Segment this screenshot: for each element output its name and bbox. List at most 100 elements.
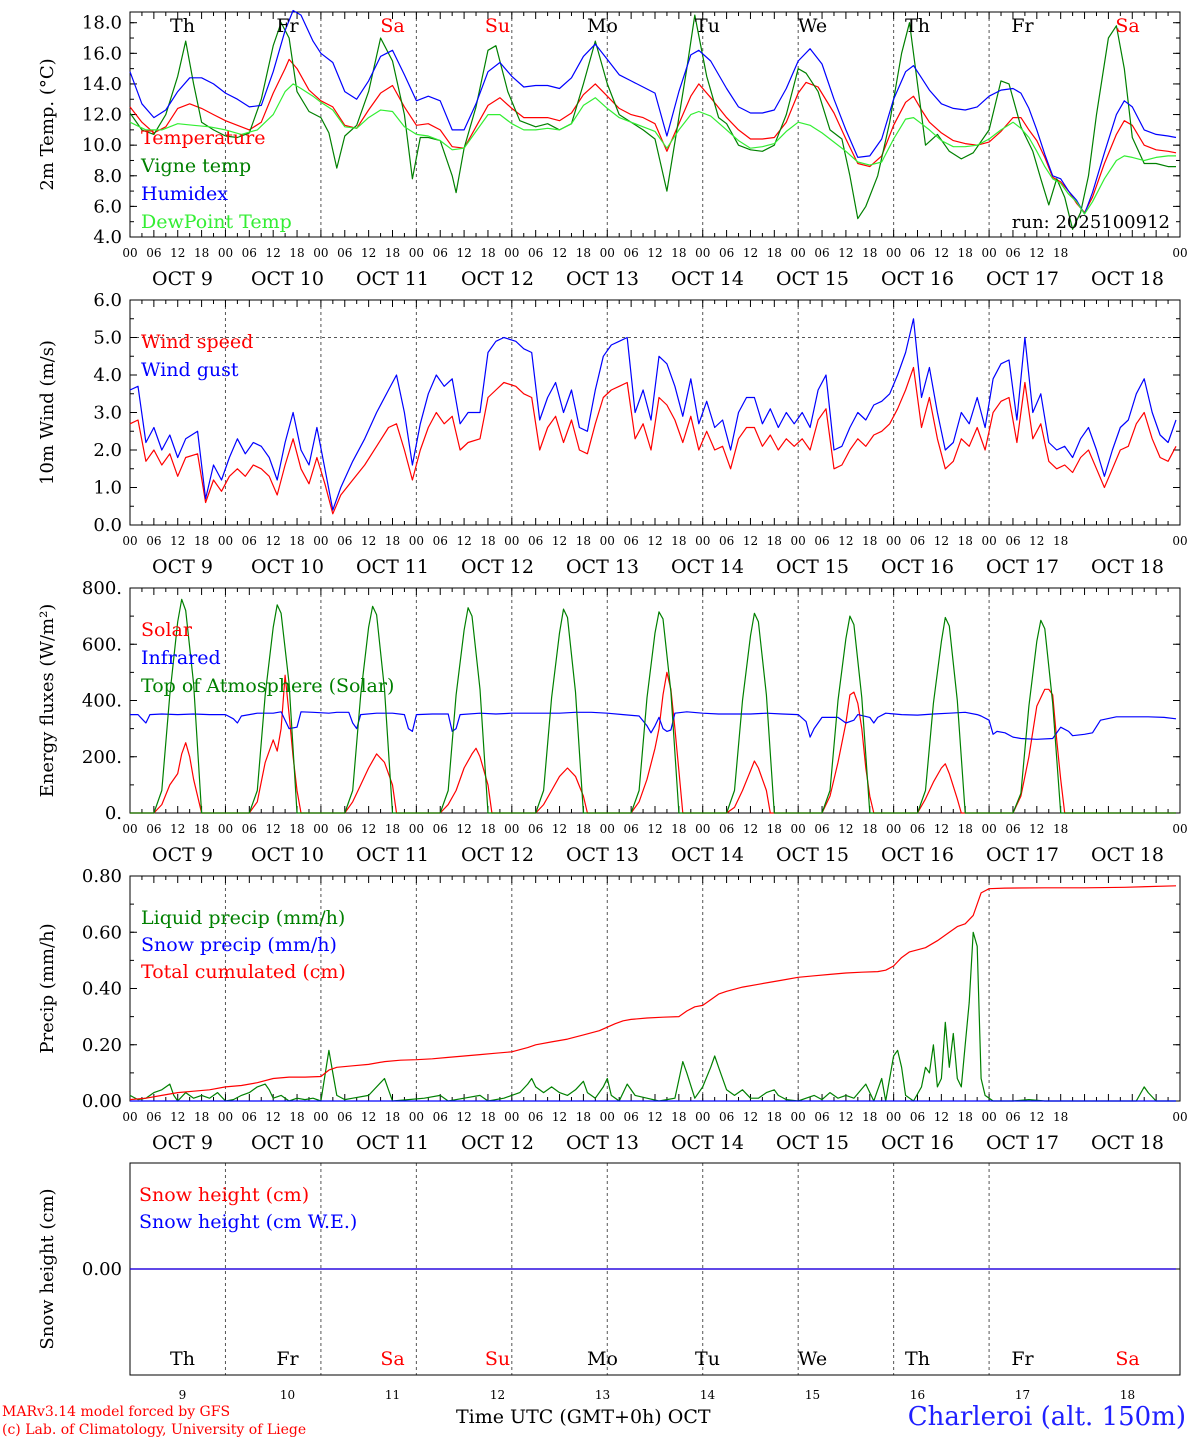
hour-tick-label: 12 <box>456 822 471 836</box>
day-number-label: 11 <box>385 1388 400 1402</box>
y-tick-label: 0.80 <box>82 866 122 887</box>
date-label: OCT 15 <box>776 556 849 578</box>
date-label: OCT 12 <box>461 268 534 290</box>
y-axis-label: Precip (mm/h) <box>37 923 58 1053</box>
legend-entry: Vigne temp <box>140 155 251 177</box>
hour-tick-label: 18 <box>576 246 591 260</box>
hour-tick-label: 00 <box>122 246 137 260</box>
hour-tick-label: 18 <box>576 822 591 836</box>
hour-tick-label: 18 <box>1053 246 1068 260</box>
series-line-wind-speed <box>129 366 1177 515</box>
date-label: OCT 14 <box>671 268 744 290</box>
day-number-label: 12 <box>490 1388 505 1402</box>
hour-tick-label: 06 <box>623 246 638 260</box>
hour-tick-label: 00 <box>791 822 806 836</box>
x-axis-title: Time UTC (GMT+0h) OCT <box>456 1406 711 1428</box>
date-label: OCT 13 <box>566 556 639 578</box>
weekday-label: Tu <box>695 1348 720 1370</box>
series-line-dewpoint-temp <box>129 83 1176 215</box>
weekday-label: Th <box>170 1348 195 1370</box>
hour-tick-label: 12 <box>456 1110 471 1124</box>
date-label: OCT 10 <box>251 268 324 290</box>
date-label: OCT 15 <box>776 844 849 866</box>
y-tick-label: 0.20 <box>82 1035 122 1056</box>
hour-tick-label: 06 <box>433 1110 448 1124</box>
weekday-label: Su <box>485 15 510 37</box>
hour-tick-label: 18 <box>767 246 782 260</box>
hour-tick-label: 00 <box>981 1110 996 1124</box>
weekday-label: Th <box>170 15 195 37</box>
y-tick-label: 400. <box>82 691 122 712</box>
weekday-label: Th <box>905 1348 930 1370</box>
date-label: OCT 10 <box>251 1132 324 1154</box>
hour-tick-label: 18 <box>194 822 209 836</box>
hour-tick-label: 06 <box>719 822 734 836</box>
hour-tick-label: 06 <box>242 534 257 548</box>
hour-tick-label: 12 <box>266 246 281 260</box>
hour-tick-label: 12 <box>934 534 949 548</box>
hour-tick-label: 18 <box>289 534 304 548</box>
y-tick-label: 8.0 <box>93 166 122 187</box>
panel-1: 00 06 12 18 00 06 12 18 00 06 12 18 00 06 12 18 00 06 12 18… <box>37 9 1188 290</box>
legend-entry: DewPoint Temp <box>141 211 292 233</box>
hour-tick-label: 06 <box>719 534 734 548</box>
y-tick-label: 600. <box>82 634 122 655</box>
hour-tick-label: 12 <box>838 246 853 260</box>
hour-tick-label: 18 <box>385 534 400 548</box>
hour-tick-label: 12 <box>552 534 567 548</box>
date-label: OCT 18 <box>1091 268 1164 290</box>
y-tick-label: 6.0 <box>93 196 122 217</box>
hour-tick-label: 06 <box>242 822 257 836</box>
hour-tick-label: 12 <box>743 822 758 836</box>
y-tick-label: 0.0 <box>93 515 122 536</box>
hour-tick-label: 18 <box>194 246 209 260</box>
hour-tick-label: 00 <box>504 822 519 836</box>
y-tick-label: 0.60 <box>82 922 122 943</box>
hour-tick-label: 00 <box>600 534 615 548</box>
date-label: OCT 18 <box>1091 556 1164 578</box>
day-number-label: 14 <box>700 1388 716 1402</box>
y-tick-label: 6.0 <box>93 290 122 311</box>
series-line-temperature <box>129 58 1177 214</box>
hour-tick-label: 00 <box>791 1110 806 1124</box>
date-label: OCT 12 <box>461 844 534 866</box>
y-axis-label: Snow height (cm) <box>37 1188 58 1349</box>
hour-tick-label: 18 <box>1053 822 1068 836</box>
hour-tick-label: 18 <box>480 534 495 548</box>
weekday-label: Fr <box>1011 15 1034 37</box>
y-tick-label: 4.0 <box>93 365 122 386</box>
y-tick-label: 16.0 <box>82 43 122 64</box>
hour-tick-label: 00 <box>313 822 328 836</box>
hour-tick-label: 12 <box>1029 246 1044 260</box>
weekday-label: Mo <box>587 15 618 37</box>
date-label: OCT 16 <box>881 844 954 866</box>
legend-entry: Infrared <box>141 647 221 669</box>
y-tick-label: 2.0 <box>93 440 122 461</box>
series-line-top-of-atmosphere-solar- <box>130 598 1176 814</box>
x-axis-month: OCT <box>667 1406 711 1428</box>
hour-tick-label: 06 <box>719 246 734 260</box>
hour-tick-label: 06 <box>814 1110 829 1124</box>
hour-tick-label: 06 <box>528 246 543 260</box>
hour-tick-label: 06 <box>623 534 638 548</box>
y-tick-label: 0.00 <box>82 1259 122 1280</box>
legend-entry: Liquid precip (mm/h) <box>141 907 345 929</box>
hour-tick-label: 06 <box>433 534 448 548</box>
date-label: OCT 17 <box>986 268 1059 290</box>
hour-tick-label: 06 <box>1005 1110 1020 1124</box>
date-label: OCT 17 <box>986 556 1059 578</box>
legend-entry: Top of Atmosphere (Solar) <box>141 675 394 697</box>
hour-tick-label: 00 <box>695 1110 710 1124</box>
legend-entry: Wind speed <box>141 331 253 353</box>
hour-tick-label: 00 <box>218 246 233 260</box>
hour-tick-label: 00 <box>218 1110 233 1124</box>
hour-tick-label: 00 <box>218 534 233 548</box>
hour-tick-label: 06 <box>814 534 829 548</box>
hour-tick-label: 18 <box>385 822 400 836</box>
hour-tick-label: 12 <box>266 1110 281 1124</box>
legend-entry: Temperature <box>141 127 265 149</box>
series-line-humidex <box>129 9 1177 215</box>
hour-tick-label: 12 <box>456 246 471 260</box>
weekday-label: Sa <box>1115 1348 1139 1370</box>
hour-tick-label: 18 <box>1053 534 1068 548</box>
